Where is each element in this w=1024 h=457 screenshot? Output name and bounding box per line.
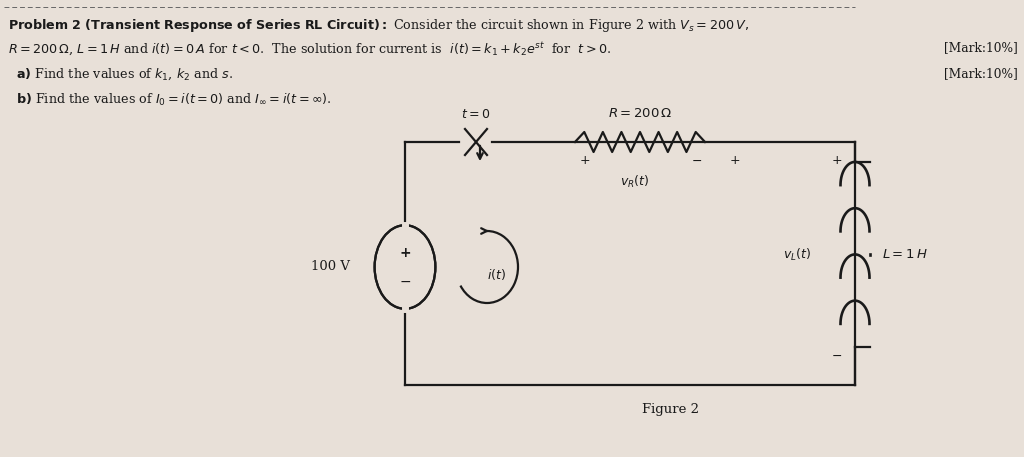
Text: $\mathbf{a)}$ Find the values of $k_1$, $k_2$ and $s$.: $\mathbf{a)}$ Find the values of $k_1$, …: [8, 67, 233, 82]
Text: $-$: $-$: [831, 349, 843, 361]
Text: $R=200\,\Omega$: $R=200\,\Omega$: [607, 107, 673, 120]
Text: $\mathbf{b)}$ Find the values of $I_0 = i(t=0)$ and $I_\infty = i(t=\infty)$.: $\mathbf{b)}$ Find the values of $I_0 = …: [8, 92, 332, 108]
Text: $i(t)$: $i(t)$: [487, 267, 507, 282]
Text: +: +: [580, 154, 590, 166]
Text: $R=200\,\Omega$, $L=1\,H$ and $i(t)=0\,A$ for $t<0$.  The solution for current i: $R=200\,\Omega$, $L=1\,H$ and $i(t)=0\,A…: [8, 41, 611, 58]
Text: $t=0$: $t=0$: [462, 108, 490, 121]
Text: $-$: $-$: [399, 274, 411, 288]
Text: Figure 2: Figure 2: [641, 403, 698, 416]
Text: $v_R(t)$: $v_R(t)$: [621, 174, 649, 190]
Text: $-$: $-$: [691, 154, 702, 166]
Text: [Mark:10%]: [Mark:10%]: [944, 41, 1018, 54]
Text: 100 V: 100 V: [311, 260, 350, 273]
Text: $v_L(t)$: $v_L(t)$: [783, 246, 811, 263]
Text: +: +: [399, 246, 411, 260]
Text: [Mark:10%]: [Mark:10%]: [944, 67, 1018, 80]
Text: $\mathbf{Problem\ 2\ (Transient\ Response\ of\ Series\ RL\ Circuit):}$ Consider : $\mathbf{Problem\ 2\ (Transient\ Respons…: [8, 17, 750, 34]
Text: +: +: [831, 154, 843, 166]
Text: $L=1\,H$: $L=1\,H$: [882, 248, 928, 261]
Text: +: +: [730, 154, 740, 166]
